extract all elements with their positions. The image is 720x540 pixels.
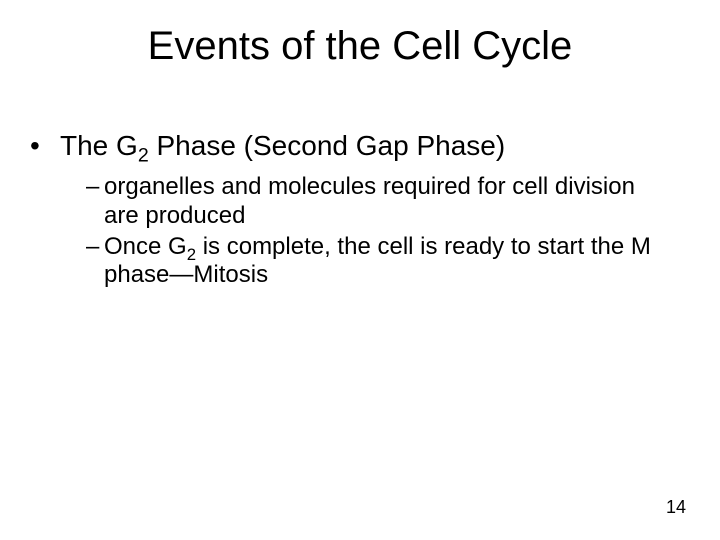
bullet-level2-group: – organelles and molecules required for … bbox=[86, 173, 660, 290]
sub2-text-pre: Once G bbox=[104, 233, 187, 260]
slide-body: • The G2 Phase (Second Gap Phase) – orga… bbox=[30, 128, 660, 292]
slide: Events of the Cell Cycle • The G2 Phase … bbox=[0, 0, 720, 540]
page-number: 14 bbox=[666, 497, 686, 518]
l1-text-pre: The G bbox=[60, 130, 138, 161]
l1-text-post: Phase (Second Gap Phase) bbox=[149, 130, 505, 161]
slide-title: Events of the Cell Cycle bbox=[0, 24, 720, 69]
l1-subscript: 2 bbox=[138, 145, 149, 167]
bullet-level1: • The G2 Phase (Second Gap Phase) bbox=[30, 128, 660, 163]
bullet-level2-text: organelles and molecules required for ce… bbox=[104, 173, 660, 231]
bullet-level2: – organelles and molecules required for … bbox=[86, 173, 660, 231]
bullet-level2-text: Once G2 is complete, the cell is ready t… bbox=[104, 233, 660, 291]
bullet-dot-icon: • bbox=[30, 128, 60, 163]
bullet-level2: – Once G2 is complete, the cell is ready… bbox=[86, 233, 660, 291]
dash-icon: – bbox=[86, 233, 104, 291]
dash-icon: – bbox=[86, 173, 104, 231]
bullet-level1-text: The G2 Phase (Second Gap Phase) bbox=[60, 128, 660, 163]
